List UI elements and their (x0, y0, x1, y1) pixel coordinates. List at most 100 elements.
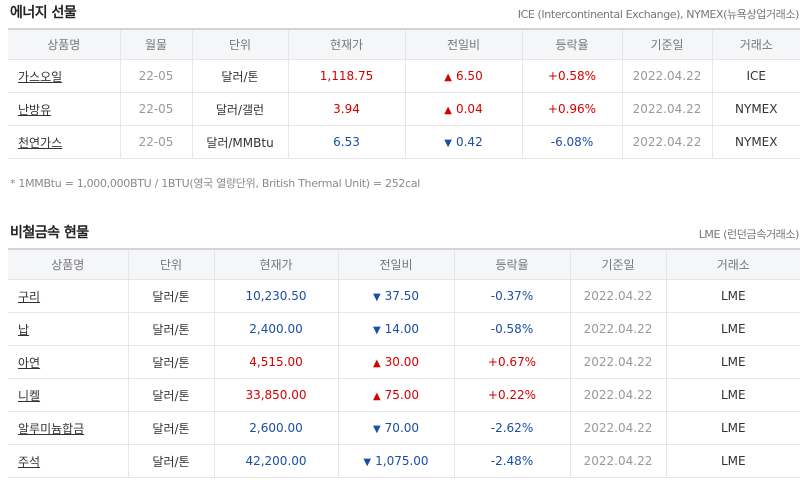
unit-cell: 달러/톤 (127, 444, 214, 478)
unit-cell: 달러/MMBtu (191, 125, 288, 159)
date-cell: 2022.04.22 (569, 444, 666, 478)
triangle-down-icon: ▼ (372, 292, 381, 303)
triangle-down-icon: ▼ (372, 424, 381, 435)
price-cell: 1,118.75 (287, 59, 405, 93)
exchange-cell: LME (665, 279, 800, 313)
table-row: 알루미늄합금 달러/톤 2,600.00 ▼ 70.00 -2.62% 2022.04.22… (8, 411, 800, 445)
table-row: 가스오일 22-05 달러/톤 1,118.75 ▲ 6.50 +0.58% 2022.04.… (8, 59, 800, 93)
metals-header-row: 상품명 단위 현재가 전일비 등락율 기준일 거래소 (8, 248, 800, 280)
commodity-name-cell: 니켈 (8, 378, 128, 412)
unit-cell: 달러/톤 (127, 411, 214, 445)
table-row: 난방유 22-05 달러/갤런 3.94 ▲ 0.04 +0.96% 2022.04.22 NY… (8, 92, 800, 126)
table-row: 구리 달러/톤 10,230.50 ▼ 37.50 -0.37% 2022.04.22 LME (8, 279, 800, 313)
exchange-cell: LME (665, 312, 800, 346)
commodity-name-cell: 난방유 (8, 92, 120, 126)
triangle-down-icon: ▼ (363, 457, 372, 468)
commodity-name-cell: 가스오일 (8, 59, 120, 93)
commodity-name-link[interactable]: 주석 (18, 454, 41, 469)
energy-source: ICE (Intercontinental Exchange), NYMEX(뉴… (517, 8, 800, 21)
col-header-rate: 등락율 (453, 248, 570, 280)
exchange-cell: ICE (711, 59, 800, 93)
rate-cell: -0.37% (453, 279, 570, 313)
metals-section-header: 비철금속 현물 LME (런던금속거래소) (8, 222, 799, 242)
col-header-month: 월물 (119, 28, 192, 60)
rate-cell: +0.58% (521, 59, 622, 93)
triangle-up-icon: ▲ (444, 72, 452, 83)
col-header-change: 전일비 (404, 28, 522, 60)
exchange-cell: NYMEX (711, 92, 800, 126)
change-value: 1,075.00 (375, 454, 429, 468)
change-cell: ▲ 6.50 (404, 59, 522, 93)
table-row: 아연 달러/톤 4,515.00 ▲ 30.00 +0.67% 2022.04.22 LME (8, 345, 800, 379)
date-cell: 2022.04.22 (621, 59, 712, 93)
col-header-change: 전일비 (337, 248, 454, 280)
change-value: 0.42 (455, 135, 483, 149)
commodity-name-link[interactable]: 알루미늄합금 (18, 421, 85, 436)
exchange-cell: LME (665, 378, 800, 412)
table-row: 주석 달러/톤 42,200.00 ▼ 1,075.00 -2.48% 2022.04.22… (8, 444, 800, 478)
rate-cell: -6.08% (521, 125, 622, 159)
date-cell: 2022.04.22 (621, 125, 712, 159)
date-cell: 2022.04.22 (569, 378, 666, 412)
date-cell: 2022.04.22 (569, 279, 666, 313)
commodity-name-cell: 아연 (8, 345, 128, 379)
change-value: 75.00 (384, 388, 420, 402)
col-header-price: 현재가 (213, 248, 338, 280)
change-cell: ▼ 14.00 (337, 312, 454, 346)
table-row: 니켈 달러/톤 33,850.00 ▲ 75.00 +0.22% 2022.04.22 LME (8, 378, 800, 412)
month-cell: 22-05 (119, 125, 192, 159)
unit-cell: 달러/톤 (127, 378, 214, 412)
col-header-rate: 등락율 (521, 28, 622, 60)
month-cell: 22-05 (119, 59, 192, 93)
change-cell: ▼ 37.50 (337, 279, 454, 313)
col-header-name: 상품명 (8, 28, 120, 60)
commodity-name-link[interactable]: 가스오일 (18, 69, 63, 84)
rate-cell: -2.48% (453, 444, 570, 478)
col-header-exchange: 거래소 (711, 28, 800, 60)
triangle-up-icon: ▲ (444, 105, 452, 116)
rate-cell: +0.22% (453, 378, 570, 412)
triangle-up-icon: ▲ (372, 391, 381, 402)
triangle-down-icon: ▼ (372, 325, 381, 336)
rate-cell: -2.62% (453, 411, 570, 445)
change-value: 30.00 (384, 355, 420, 369)
change-value: 0.04 (455, 102, 483, 116)
table-row: 천연가스 22-05 달러/MMBtu 6.53 ▼ 0.42 -6.08% 2022.04.… (8, 125, 800, 159)
commodity-name-link[interactable]: 난방유 (18, 102, 52, 117)
change-cell: ▲ 0.04 (404, 92, 522, 126)
metals-source: LME (런던금속거래소) (698, 228, 800, 241)
exchange-cell: LME (665, 345, 800, 379)
table-row: 납 달러/톤 2,400.00 ▼ 14.00 -0.58% 2022.04.22 LME (8, 312, 800, 346)
change-cell: ▼ 70.00 (337, 411, 454, 445)
col-header-date: 기준일 (621, 28, 712, 60)
price-cell: 6.53 (287, 125, 405, 159)
exchange-cell: LME (665, 411, 800, 445)
metals-section-title: 비철금속 현물 (10, 225, 89, 241)
rate-cell: -0.58% (453, 312, 570, 346)
commodity-name-link[interactable]: 납 (18, 322, 30, 337)
commodity-name-link[interactable]: 천연가스 (18, 135, 63, 150)
commodity-name-link[interactable]: 아연 (18, 355, 41, 370)
change-cell: ▼ 1,075.00 (337, 444, 454, 478)
change-cell: ▼ 0.42 (404, 125, 522, 159)
change-value: 37.50 (384, 289, 420, 303)
unit-cell: 달러/톤 (127, 345, 214, 379)
date-cell: 2022.04.22 (621, 92, 712, 126)
col-header-unit: 단위 (191, 28, 288, 60)
commodity-name-cell: 구리 (8, 279, 128, 313)
commodity-name-cell: 주석 (8, 444, 128, 478)
change-value: 70.00 (384, 421, 420, 435)
month-cell: 22-05 (119, 92, 192, 126)
commodity-name-link[interactable]: 구리 (18, 289, 41, 304)
commodity-name-link[interactable]: 니켈 (18, 388, 41, 403)
change-cell: ▲ 75.00 (337, 378, 454, 412)
triangle-up-icon: ▲ (372, 358, 381, 369)
energy-section-header: 에너지 선물 ICE (Intercontinental Exchange), … (8, 2, 799, 22)
col-header-date: 기준일 (569, 248, 666, 280)
change-value: 6.50 (455, 69, 483, 83)
col-header-name: 상품명 (8, 248, 128, 280)
price-cell: 10,230.50 (213, 279, 338, 313)
energy-section-title: 에너지 선물 (10, 5, 77, 21)
commodity-name-cell: 알루미늄합금 (8, 411, 128, 445)
